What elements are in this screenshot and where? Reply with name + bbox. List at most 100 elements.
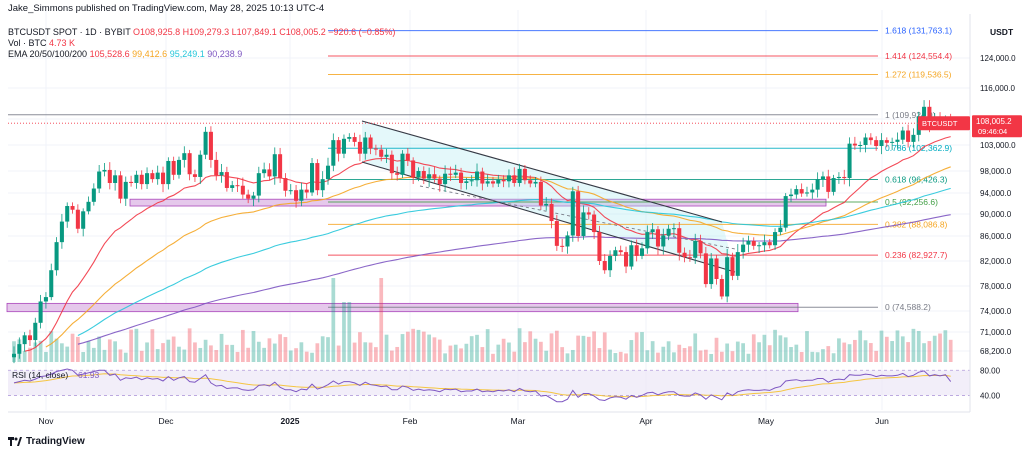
candle-body	[618, 250, 623, 253]
volume-bar	[789, 347, 793, 362]
candle-body	[187, 153, 192, 175]
volume-bar	[853, 339, 857, 362]
rsi-line	[13, 368, 952, 403]
candle-body	[895, 139, 900, 142]
volume-bar	[507, 342, 511, 362]
volume-bar	[900, 336, 905, 362]
symbol-tag: BTCUSDT	[922, 119, 958, 128]
candle-body	[581, 212, 586, 236]
candle-body	[852, 143, 857, 146]
footer-brand[interactable]: TradingView	[8, 436, 85, 447]
candle-body	[325, 165, 331, 180]
candle-body	[235, 185, 240, 187]
volume-bar	[22, 350, 27, 362]
candle-body	[262, 169, 267, 174]
candle-body	[874, 140, 879, 147]
volume-legend[interactable]: Vol · BTC 4.73 K	[8, 38, 75, 49]
price-tick-label: 68,200.0	[980, 347, 1012, 356]
candle-body	[698, 240, 703, 254]
time-tick-label: Jun	[875, 416, 889, 426]
time-tick-label: Feb	[403, 416, 418, 426]
volume-label: Vol · BTC	[8, 38, 47, 48]
volume-bar	[757, 342, 761, 362]
candle-body	[256, 173, 261, 196]
volume-bar	[879, 330, 884, 362]
volume-bar	[810, 351, 815, 362]
candle-body	[703, 253, 708, 285]
volume-bar	[384, 334, 389, 362]
volume-bar	[54, 338, 59, 362]
candle-body	[474, 171, 480, 181]
volume-bar	[214, 350, 219, 362]
volume-bar	[533, 338, 538, 362]
volume-bar	[927, 341, 932, 362]
volume-bar	[38, 340, 43, 362]
candle-body	[27, 335, 32, 341]
volume-bar	[193, 342, 197, 362]
candle-body	[576, 191, 581, 236]
price-tick-label: 86,000.0	[980, 232, 1012, 241]
symbol-ohlc-legend[interactable]: BTCUSDT SPOT · 1D · BYBIT O108,925.8 H10…	[8, 27, 395, 38]
candle-body	[43, 297, 48, 302]
candle-body	[70, 206, 75, 210]
candle-body	[368, 137, 373, 149]
volume-bar	[890, 341, 894, 362]
close-value: C108,005.2	[279, 27, 326, 37]
volume-bar	[688, 346, 692, 362]
candle-body	[219, 172, 224, 176]
candle-body	[677, 228, 682, 253]
candle-body	[341, 138, 346, 154]
volume-bar	[821, 349, 825, 362]
candle-body	[629, 245, 634, 267]
volume-bar	[395, 346, 400, 362]
rsi-tick-label: 80.00	[980, 366, 1001, 375]
volume-bar	[624, 353, 628, 362]
volume-bar	[719, 351, 724, 362]
volume-bar	[416, 329, 421, 362]
candle-body	[315, 163, 320, 191]
candle-body	[272, 154, 277, 177]
price-tick-label: 103,000.0	[980, 141, 1016, 150]
candle-body	[799, 189, 804, 194]
candle-body	[597, 232, 602, 261]
volume-bar	[246, 347, 251, 362]
candle-body	[709, 258, 714, 285]
candle-body	[214, 159, 219, 176]
candle-body	[773, 232, 778, 246]
candle-body	[251, 195, 256, 199]
volume-bar	[198, 347, 203, 362]
rsi-tick-label: 40.00	[980, 391, 1001, 400]
ema20-value: 105,528.6	[89, 49, 130, 59]
symbol-tag-bg	[918, 116, 970, 131]
open-value: O108,925.8	[133, 27, 181, 37]
candle-body	[411, 160, 416, 178]
candle-body	[757, 245, 762, 247]
candle-body	[783, 196, 788, 228]
candle-body	[59, 221, 64, 243]
volume-bar	[698, 350, 703, 362]
price-tick-label: 90,000.0	[980, 210, 1012, 219]
volume-bar	[171, 336, 176, 362]
volume-bar	[65, 346, 70, 362]
candle-body	[33, 322, 38, 341]
ema-legend[interactable]: EMA 20/50/100/200 105,528.6 99,412.6 95,…	[8, 49, 242, 60]
volume-bar	[240, 329, 245, 362]
rsi-value: 61.93	[78, 370, 100, 380]
candle-body	[145, 173, 150, 185]
candle-body	[911, 134, 916, 142]
volume-bar	[347, 302, 352, 362]
candle-body	[459, 172, 464, 183]
volume-bar	[826, 346, 831, 362]
price-tick-label: 71,000.0	[980, 328, 1012, 337]
candle-body	[357, 141, 362, 154]
volume-bar	[682, 348, 687, 362]
volume-bar	[49, 331, 54, 362]
candle-body	[294, 190, 299, 201]
volume-bar	[650, 341, 655, 362]
candle-body	[54, 242, 59, 271]
volume-bar	[746, 353, 751, 362]
volume-bar	[235, 351, 240, 362]
volume-bar	[427, 334, 431, 362]
candle-body	[831, 178, 836, 192]
